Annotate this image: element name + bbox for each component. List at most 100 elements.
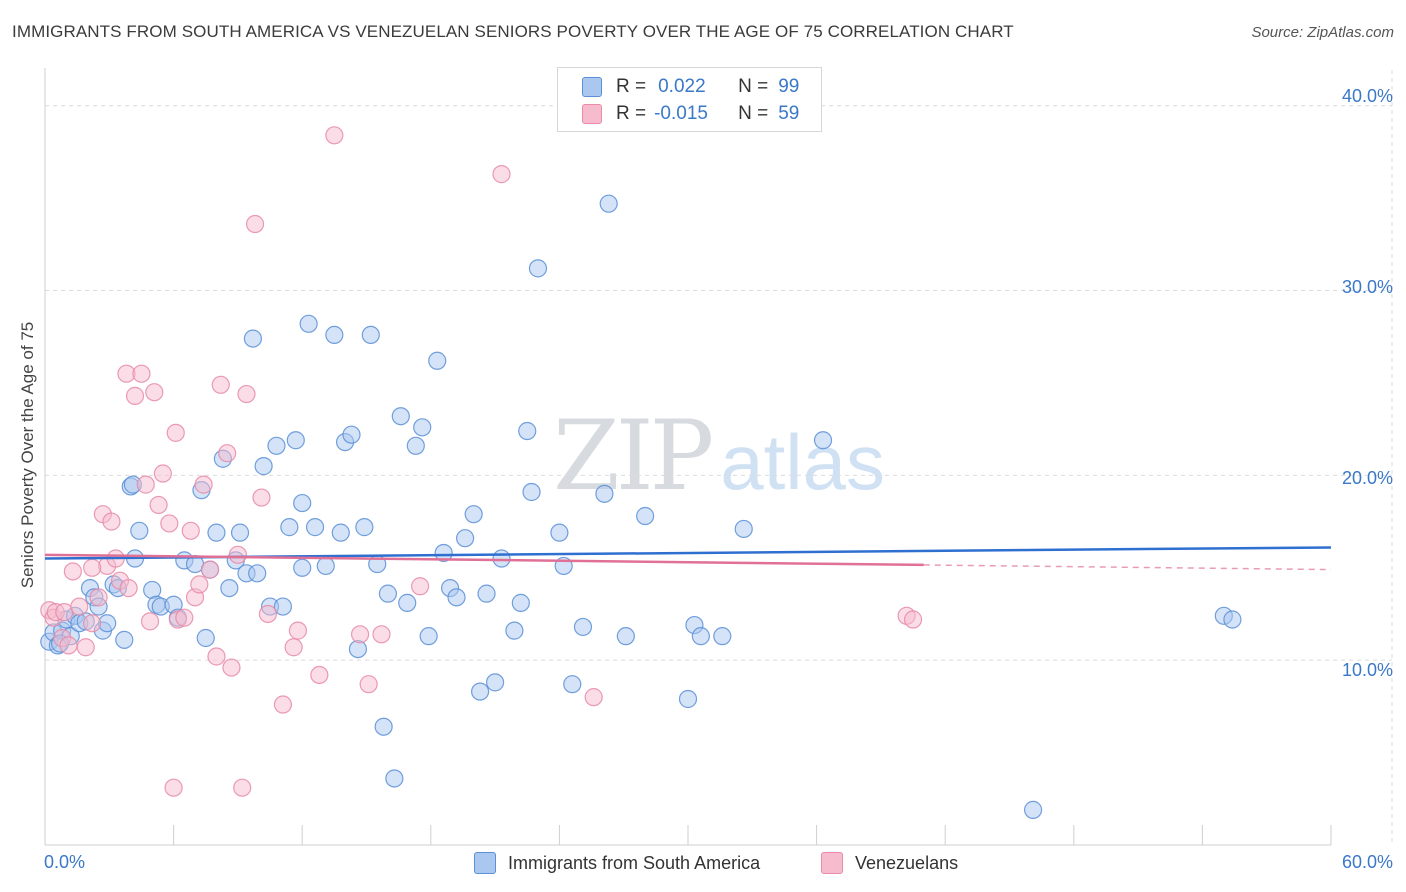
- point-south-america: [385, 769, 404, 788]
- point-venezuelans: [181, 521, 200, 540]
- n-label: N =: [738, 103, 769, 124]
- blue-swatch: [474, 852, 496, 874]
- point-south-america: [316, 556, 335, 576]
- point-venezuelans: [284, 638, 303, 657]
- point-south-america: [331, 523, 350, 542]
- point-south-america: [550, 523, 569, 542]
- point-south-america: [248, 564, 267, 583]
- trendline-venezuelans: [44, 553, 924, 567]
- point-south-america: [280, 518, 299, 537]
- point-south-america: [374, 717, 393, 736]
- point-venezuelans: [233, 778, 252, 797]
- r-value: -0.015: [654, 103, 708, 124]
- x-tick-label-max: 60.0%: [1341, 852, 1393, 872]
- point-south-america: [636, 506, 655, 526]
- point-venezuelans: [102, 512, 121, 531]
- point-south-america: [378, 584, 398, 603]
- point-south-america: [130, 521, 149, 540]
- point-venezuelans: [140, 612, 160, 631]
- point-south-america: [398, 593, 417, 612]
- point-venezuelans: [145, 383, 164, 402]
- point-south-america: [464, 505, 483, 524]
- point-south-america: [477, 584, 496, 603]
- point-venezuelans: [359, 675, 378, 694]
- point-south-america: [447, 588, 466, 607]
- point-venezuelans: [149, 495, 168, 515]
- point-venezuelans: [273, 695, 293, 714]
- point-south-america: [522, 482, 541, 502]
- chart-title: IMMIGRANTS FROM SOUTH AMERICA VS VENEZUE…: [12, 22, 1014, 41]
- point-south-america: [505, 621, 524, 640]
- point-south-america: [455, 529, 475, 548]
- point-venezuelans: [237, 384, 256, 404]
- point-venezuelans: [194, 475, 213, 494]
- point-south-america: [230, 523, 250, 542]
- point-venezuelans: [83, 614, 102, 633]
- point-south-america: [486, 673, 505, 692]
- point-south-america: [595, 484, 614, 503]
- point-south-america: [563, 675, 582, 694]
- point-venezuelans: [252, 488, 271, 507]
- point-south-america: [115, 630, 134, 649]
- pink-swatch: [582, 104, 602, 124]
- point-venezuelans: [410, 577, 430, 596]
- point-south-america: [293, 493, 312, 513]
- point-venezuelans: [70, 597, 89, 616]
- point-south-america: [492, 549, 511, 568]
- point-south-america: [713, 627, 732, 646]
- point-venezuelans: [903, 610, 923, 629]
- point-south-america: [273, 597, 293, 616]
- legend-row-blue: R = 0.022 N = 99: [582, 75, 799, 99]
- point-venezuelans: [166, 423, 185, 442]
- point-venezuelans: [132, 364, 151, 383]
- point-south-america: [616, 627, 635, 646]
- legend-item-south-america: Immigrants from South America: [474, 852, 760, 874]
- point-venezuelans: [125, 386, 145, 405]
- point-south-america: [419, 627, 438, 646]
- correlation-legend: R = 0.022 N = 99 R = -0.015 N = 59: [557, 67, 822, 132]
- point-south-america: [528, 259, 548, 278]
- point-venezuelans: [350, 625, 370, 644]
- point-venezuelans: [310, 665, 329, 685]
- series-legend: Immigrants from South America Venezuelan…: [0, 852, 1406, 878]
- point-venezuelans: [200, 560, 220, 579]
- point-south-america: [391, 407, 410, 426]
- point-south-america: [599, 194, 618, 213]
- legend-row-pink: R = -0.015 N = 59: [582, 102, 799, 126]
- y-tick-label-40: 40.0%: [1341, 86, 1393, 106]
- point-venezuelans: [218, 444, 237, 463]
- point-venezuelans: [190, 575, 209, 594]
- trendline-venezuelans-extension: [923, 564, 1332, 571]
- point-south-america: [325, 325, 344, 344]
- point-venezuelans: [76, 638, 95, 657]
- point-venezuelans: [119, 579, 138, 598]
- point-south-america: [1023, 800, 1043, 819]
- legend-label: Venezuelans: [855, 852, 959, 873]
- point-venezuelans: [492, 165, 511, 184]
- r-label: R =: [616, 76, 647, 97]
- point-venezuelans: [63, 562, 82, 581]
- point-south-america: [813, 431, 833, 450]
- legend-label: Immigrants from South America: [508, 852, 761, 873]
- x-tick-label-min: 0.0%: [44, 852, 86, 872]
- point-south-america: [470, 682, 490, 701]
- point-venezuelans: [89, 588, 108, 607]
- point-south-america: [691, 627, 710, 646]
- r-value: 0.022: [658, 76, 706, 97]
- point-venezuelans: [258, 604, 278, 624]
- point-south-america: [573, 617, 593, 637]
- point-venezuelans: [245, 214, 265, 234]
- point-venezuelans: [222, 658, 241, 677]
- point-venezuelans: [228, 545, 247, 564]
- n-value: 59: [778, 103, 800, 124]
- point-venezuelans: [59, 636, 78, 655]
- y-tick-label-20: 20.0%: [1341, 468, 1393, 488]
- point-south-america: [518, 421, 537, 441]
- point-south-america: [220, 579, 239, 598]
- point-south-america: [293, 558, 312, 577]
- point-venezuelans: [584, 688, 603, 707]
- point-venezuelans: [372, 625, 391, 644]
- point-venezuelans: [83, 558, 102, 577]
- point-south-america: [406, 436, 425, 455]
